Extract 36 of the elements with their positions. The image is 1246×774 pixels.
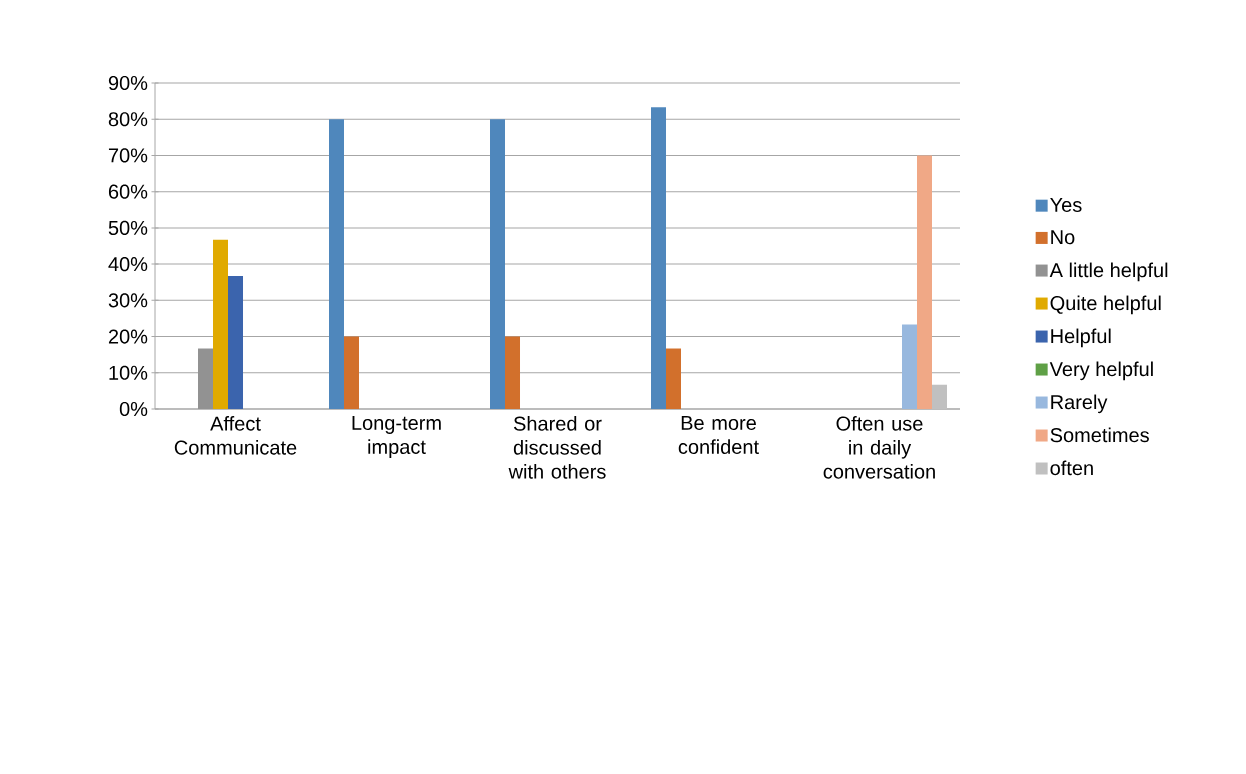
y-tick-label: 60% xyxy=(108,184,148,199)
bar xyxy=(932,384,947,409)
bar xyxy=(329,119,344,409)
x-tick-label: Often use in daily conversation xyxy=(823,416,935,479)
x-tick-label: Shared or discussed with others xyxy=(508,416,606,479)
x-tick-label: Long-term impact xyxy=(352,416,441,458)
y-tick-label: 80% xyxy=(108,112,148,127)
bar xyxy=(228,276,243,409)
legend-label: No xyxy=(1051,230,1075,245)
y-tick-label: 50% xyxy=(108,220,148,235)
y-tick-label: 0% xyxy=(119,401,148,417)
x-tick-label: Affect Communicate xyxy=(174,416,297,455)
bar xyxy=(344,336,359,409)
bar xyxy=(213,239,228,409)
legend-label: Very helpful xyxy=(1049,361,1153,381)
y-tick-label: 10% xyxy=(109,365,148,380)
legend-label: Helpful xyxy=(1051,328,1111,348)
legend-label: Rarely xyxy=(1051,394,1108,414)
y-tick-label: 30% xyxy=(108,293,148,308)
y-tick-label: 90% xyxy=(108,75,148,91)
bar xyxy=(651,107,667,409)
bar xyxy=(917,155,933,409)
y-tick-label: 40% xyxy=(108,257,148,272)
bar xyxy=(198,348,214,409)
bar xyxy=(902,324,918,409)
bar xyxy=(505,336,520,409)
legend-label: often xyxy=(1050,460,1093,476)
legend-label: Yes xyxy=(1050,198,1082,212)
legend-label: Sometimes xyxy=(1050,427,1149,443)
x-tick-label: Be more confident xyxy=(678,416,759,454)
legend-label: A little helpful xyxy=(1049,262,1168,282)
bar xyxy=(666,348,681,409)
bar xyxy=(490,119,505,409)
y-tick-label: 20% xyxy=(108,329,148,344)
legend-label: Quite helpful xyxy=(1050,295,1161,315)
y-tick-label: 70% xyxy=(108,148,148,163)
